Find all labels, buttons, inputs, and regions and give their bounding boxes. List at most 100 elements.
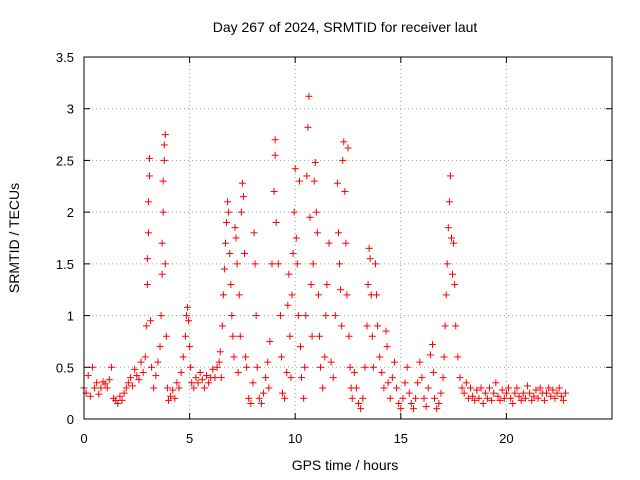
data-point xyxy=(374,322,382,330)
data-point xyxy=(304,123,312,131)
data-point xyxy=(515,392,523,400)
data-point xyxy=(502,389,510,397)
data-point xyxy=(159,177,167,185)
data-points xyxy=(80,92,570,413)
data-point xyxy=(101,380,109,388)
data-point xyxy=(359,394,367,402)
data-point xyxy=(158,239,166,247)
data-point xyxy=(490,389,498,397)
data-point xyxy=(333,179,341,187)
data-point xyxy=(216,348,224,356)
data-point xyxy=(159,208,167,216)
data-point xyxy=(91,384,99,392)
data-point xyxy=(325,239,333,247)
data-point xyxy=(460,389,468,397)
data-point xyxy=(152,372,160,380)
data-point xyxy=(243,363,251,371)
data-point xyxy=(350,368,358,376)
data-point xyxy=(271,136,279,144)
data-point xyxy=(289,250,297,258)
data-point xyxy=(386,394,394,402)
data-point xyxy=(452,322,460,330)
data-point xyxy=(471,396,479,404)
y-tick-label: 1.5 xyxy=(56,257,74,272)
data-point xyxy=(355,399,363,407)
data-point xyxy=(150,384,158,392)
data-point xyxy=(507,394,515,402)
data-point xyxy=(95,390,103,398)
data-point xyxy=(107,363,115,371)
data-point xyxy=(222,239,230,247)
data-point xyxy=(462,379,470,387)
data-point xyxy=(443,260,451,268)
y-tick-label: 2 xyxy=(67,205,74,220)
data-point xyxy=(528,396,536,404)
data-point xyxy=(245,394,253,402)
data-point xyxy=(437,389,445,397)
data-point xyxy=(348,394,356,402)
data-point xyxy=(148,363,156,371)
data-point xyxy=(306,213,314,221)
data-point xyxy=(526,389,534,397)
data-point xyxy=(287,374,295,382)
data-point xyxy=(509,399,517,407)
data-point xyxy=(336,260,344,268)
data-point xyxy=(494,392,502,400)
data-point xyxy=(145,154,153,162)
data-point xyxy=(235,291,243,299)
data-point xyxy=(338,322,346,330)
data-point xyxy=(496,396,504,404)
data-point xyxy=(439,374,447,382)
data-point xyxy=(84,372,92,380)
axis-ticks xyxy=(83,56,612,420)
data-point xyxy=(498,386,506,394)
data-point xyxy=(86,392,94,400)
data-point xyxy=(315,332,323,340)
data-point xyxy=(229,332,237,340)
data-point xyxy=(154,358,162,366)
data-point xyxy=(169,386,177,394)
data-point xyxy=(209,365,217,373)
data-point xyxy=(230,353,238,361)
data-point xyxy=(446,172,454,180)
data-point xyxy=(532,386,540,394)
data-point xyxy=(219,291,227,299)
data-point xyxy=(309,260,317,268)
data-point xyxy=(357,405,365,413)
x-tick-label: 20 xyxy=(499,431,513,446)
data-point xyxy=(477,384,485,392)
data-point xyxy=(384,379,392,387)
data-point xyxy=(126,374,134,382)
data-point xyxy=(551,394,559,402)
data-point xyxy=(469,392,477,400)
data-point xyxy=(300,394,308,402)
data-point xyxy=(228,312,236,320)
data-point xyxy=(412,394,420,402)
data-point xyxy=(344,144,352,152)
data-point xyxy=(295,177,303,185)
data-point xyxy=(226,250,234,258)
data-point xyxy=(334,229,342,237)
data-point xyxy=(142,322,150,330)
data-point xyxy=(456,374,464,382)
data-point xyxy=(271,151,279,159)
data-point xyxy=(293,260,301,268)
data-point xyxy=(234,368,242,376)
data-point xyxy=(157,312,165,320)
data-point xyxy=(500,394,508,402)
data-point xyxy=(105,376,113,384)
data-point xyxy=(310,177,318,185)
data-point xyxy=(403,363,411,371)
data-point xyxy=(144,229,152,237)
data-point xyxy=(116,392,124,400)
data-point xyxy=(481,389,489,397)
data-point xyxy=(296,343,304,351)
data-point xyxy=(143,255,151,263)
data-point xyxy=(422,403,430,411)
data-point xyxy=(534,394,542,402)
data-point xyxy=(272,218,280,226)
data-point xyxy=(284,301,292,309)
data-point xyxy=(444,224,452,232)
data-point xyxy=(530,392,538,400)
data-point xyxy=(227,281,235,289)
